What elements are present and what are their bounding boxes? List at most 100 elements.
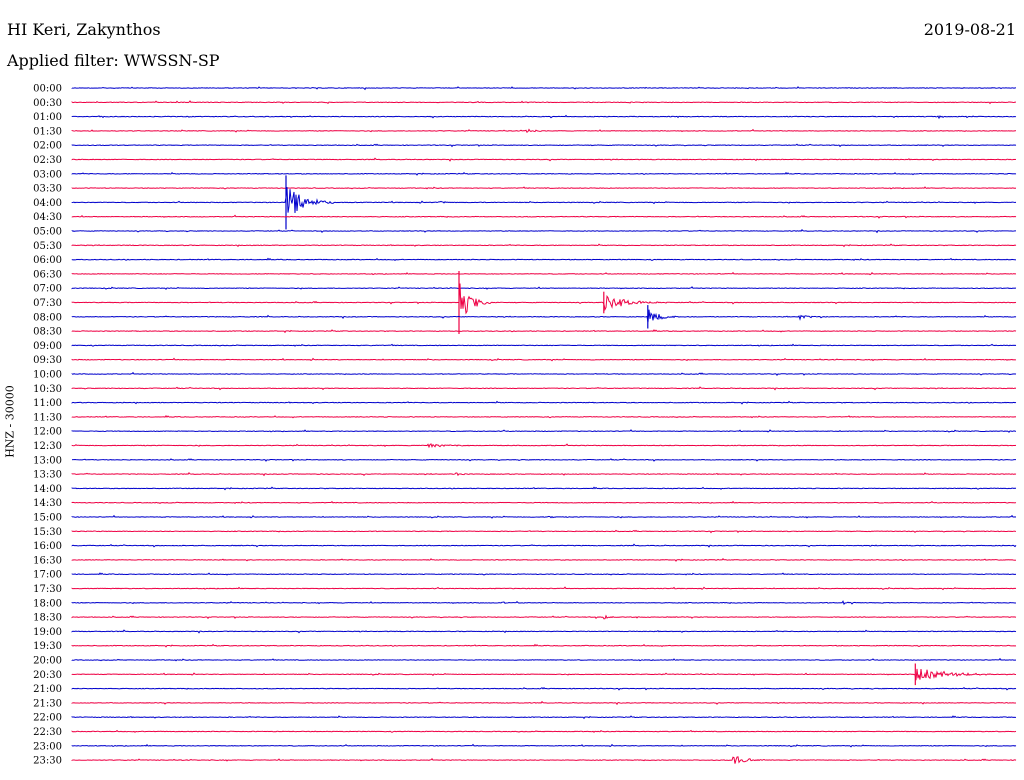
row-tick-label: 18:30 (33, 613, 62, 624)
trace-row-0700 (71, 286, 1017, 290)
trace-row-0000 (71, 86, 1017, 91)
row-tick-label: 15:00 (33, 513, 62, 524)
trace-row-0030 (71, 100, 1017, 105)
trace-row-1130 (71, 414, 1017, 419)
trace-row-0630 (71, 271, 1017, 276)
row-tick-label: 16:30 (33, 555, 62, 566)
row-tick-label: 13:00 (33, 455, 62, 466)
trace-row-1900 (71, 629, 1017, 634)
trace-row-0100 (71, 114, 1017, 120)
row-tick-label: 01:00 (33, 112, 62, 123)
trace-row-1200 (71, 429, 1017, 433)
row-tick-label: 04:30 (33, 212, 62, 223)
row-tick-label: 12:30 (33, 441, 62, 452)
trace-row-0230 (71, 157, 1017, 162)
trace-row-1700 (71, 572, 1017, 576)
trace-row-1400 (71, 486, 1017, 491)
row-tick-label: 22:30 (33, 727, 62, 738)
trace-row-0500 (71, 228, 1016, 234)
row-tick-label: 10:00 (33, 370, 62, 381)
trace-row-0300 (71, 171, 1017, 176)
trace-row-2330 (71, 756, 1017, 764)
trace-row-1230 (71, 443, 1017, 449)
trace-row-0530 (71, 243, 1017, 248)
trace-row-0430 (71, 214, 1017, 219)
row-tick-label: 10:30 (33, 384, 62, 395)
row-tick-label: 18:00 (33, 598, 62, 609)
station-title: HI Keri, Zakynthos (7, 20, 161, 39)
row-tick-label: 17:30 (33, 584, 62, 595)
trace-row-2000 (71, 657, 1017, 662)
trace-row-2030 (71, 668, 1017, 681)
row-tick-label: 08:00 (33, 312, 62, 323)
trace-row-1630 (71, 558, 1017, 562)
trace-row-2300 (71, 743, 1017, 748)
trace-row-1530 (71, 529, 1017, 534)
filter-label: Applied filter: WWSSN-SP (7, 51, 220, 70)
row-tick-label: 03:00 (33, 169, 62, 180)
trace-row-1430 (71, 500, 1017, 505)
trace-row-2100 (71, 687, 1017, 691)
row-tick-label: 17:00 (33, 570, 62, 581)
trace-row-0900 (71, 343, 1017, 347)
tick-label-group: 00:00 00:30 01:00 01:30 02:00 02:30 03:00 03:30… (33, 84, 62, 767)
row-tick-label: 14:00 (33, 484, 62, 495)
trace-row-1800 (71, 600, 1017, 606)
trace-row-1930 (71, 643, 1017, 648)
trace-row-0830 (71, 329, 1017, 334)
trace-row-0200 (71, 143, 1017, 148)
row-tick-label: 22:00 (33, 713, 62, 724)
trace-row-0400 (71, 187, 1017, 214)
date-label: 2019-08-21 (923, 20, 1016, 39)
row-tick-label: 06:30 (33, 269, 62, 280)
trace-row-1500 (71, 514, 1017, 519)
row-tick-label: 23:30 (33, 756, 62, 767)
row-tick-label: 03:30 (33, 184, 62, 195)
row-tick-label: 20:00 (33, 656, 62, 667)
row-tick-label: 20:30 (33, 670, 62, 681)
trace-row-1000 (71, 371, 1017, 377)
row-tick-label: 19:00 (33, 627, 62, 638)
row-tick-label: 06:00 (33, 255, 62, 266)
row-tick-label: 15:30 (33, 527, 62, 538)
row-tick-label: 05:00 (33, 227, 62, 238)
row-tick-label: 07:00 (33, 284, 62, 295)
row-tick-label: 21:30 (33, 698, 62, 709)
row-tick-label: 09:30 (33, 355, 62, 366)
row-tick-label: 07:30 (33, 298, 62, 309)
trace-row-1300 (71, 458, 1017, 462)
trace-row-1100 (71, 400, 1017, 405)
row-tick-label: 11:30 (33, 412, 62, 423)
row-tick-label: 09:00 (33, 341, 62, 352)
trace-row-1600 (71, 543, 1017, 548)
row-tick-label: 00:30 (33, 98, 62, 109)
row-tick-label: 12:00 (33, 427, 62, 438)
trace-row-2200 (71, 715, 1017, 720)
row-tick-label: 11:00 (33, 398, 62, 409)
trace-row-0330 (71, 186, 1017, 190)
trace-row-2130 (71, 700, 1017, 706)
trace-row-0600 (71, 257, 1017, 262)
row-tick-label: 19:30 (33, 641, 62, 652)
row-tick-label: 14:30 (33, 498, 62, 509)
row-tick-label: 05:30 (33, 241, 62, 252)
trace-row-2230 (71, 729, 1017, 733)
trace-row-0730 (71, 283, 1017, 315)
trace-row-1730 (71, 586, 1017, 591)
row-tick-label: 01:30 (33, 126, 62, 137)
row-tick-label: 13:30 (33, 470, 62, 481)
row-tick-label: 00:00 (33, 84, 62, 95)
row-tick-label: 04:00 (33, 198, 62, 209)
trace-row-0130 (71, 128, 1017, 133)
trace-row-1330 (71, 472, 1017, 477)
row-tick-label: 16:00 (33, 541, 62, 552)
trace-row-0930 (71, 357, 1017, 362)
row-tick-label: 02:00 (33, 141, 62, 152)
trace-row-0800 (71, 309, 1017, 323)
trace-row-1030 (71, 386, 1017, 391)
trace-group (71, 86, 1017, 764)
row-tick-label: 21:00 (33, 684, 62, 695)
trace-row-1830 (71, 614, 1017, 620)
row-tick-label: 23:00 (33, 741, 62, 752)
